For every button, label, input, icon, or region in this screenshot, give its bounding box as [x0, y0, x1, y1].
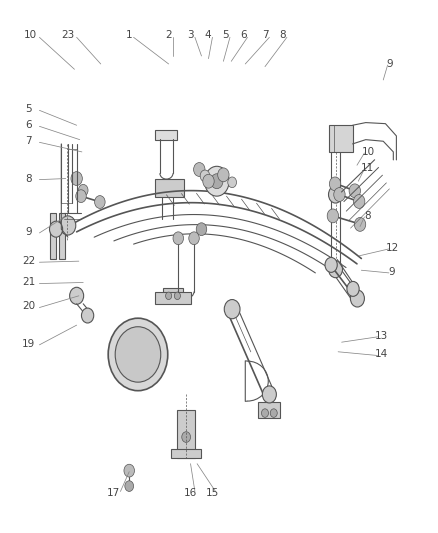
- FancyBboxPatch shape: [163, 288, 183, 303]
- Circle shape: [196, 223, 207, 236]
- Circle shape: [327, 209, 339, 223]
- Circle shape: [228, 177, 237, 188]
- Circle shape: [81, 308, 94, 323]
- Circle shape: [49, 221, 63, 237]
- Circle shape: [194, 163, 205, 176]
- Circle shape: [182, 432, 191, 442]
- Text: 1: 1: [126, 30, 133, 39]
- FancyBboxPatch shape: [258, 402, 280, 418]
- Circle shape: [174, 292, 180, 300]
- Text: 11: 11: [361, 163, 374, 173]
- Text: 20: 20: [22, 302, 35, 311]
- Text: 13: 13: [374, 331, 388, 341]
- Circle shape: [334, 188, 345, 201]
- Circle shape: [115, 327, 161, 382]
- Circle shape: [349, 184, 360, 198]
- Circle shape: [224, 300, 240, 319]
- Text: 5: 5: [25, 104, 32, 114]
- Circle shape: [71, 172, 82, 185]
- Text: 7: 7: [261, 30, 268, 39]
- Circle shape: [347, 281, 359, 296]
- Circle shape: [200, 170, 210, 182]
- Text: 19: 19: [22, 339, 35, 349]
- Circle shape: [125, 481, 134, 491]
- Text: 14: 14: [374, 350, 388, 359]
- Text: 5: 5: [222, 30, 229, 39]
- Text: 17: 17: [107, 488, 120, 498]
- Circle shape: [76, 190, 86, 203]
- Circle shape: [124, 464, 134, 477]
- Circle shape: [261, 409, 268, 417]
- Circle shape: [78, 184, 88, 196]
- Text: 9: 9: [386, 59, 393, 69]
- Circle shape: [353, 195, 365, 208]
- Circle shape: [211, 174, 223, 189]
- Circle shape: [166, 292, 172, 300]
- Circle shape: [95, 196, 105, 208]
- Circle shape: [218, 168, 229, 182]
- Text: 3: 3: [187, 30, 194, 39]
- Circle shape: [60, 216, 76, 235]
- Text: 12: 12: [385, 243, 399, 253]
- Text: 21: 21: [22, 278, 35, 287]
- Circle shape: [329, 177, 341, 191]
- FancyBboxPatch shape: [171, 449, 201, 458]
- Text: 4: 4: [205, 30, 212, 39]
- Text: 8: 8: [364, 211, 371, 221]
- Circle shape: [270, 409, 277, 417]
- FancyBboxPatch shape: [328, 125, 353, 152]
- Text: 23: 23: [61, 30, 74, 39]
- Text: 22: 22: [22, 256, 35, 266]
- Circle shape: [205, 166, 229, 196]
- Text: 15: 15: [206, 488, 219, 498]
- FancyBboxPatch shape: [59, 213, 65, 259]
- Circle shape: [350, 290, 364, 307]
- Text: 8: 8: [25, 174, 32, 183]
- Text: 9: 9: [389, 267, 396, 277]
- Text: 7: 7: [25, 136, 32, 146]
- FancyBboxPatch shape: [155, 292, 191, 304]
- Circle shape: [354, 217, 366, 231]
- Circle shape: [173, 232, 184, 245]
- Text: 10: 10: [24, 30, 37, 39]
- FancyBboxPatch shape: [177, 410, 195, 458]
- Text: 16: 16: [184, 488, 197, 498]
- Circle shape: [203, 174, 214, 188]
- Text: 6: 6: [25, 120, 32, 130]
- Text: 6: 6: [240, 30, 247, 39]
- Text: 8: 8: [279, 30, 286, 39]
- Circle shape: [325, 257, 337, 272]
- Circle shape: [70, 287, 84, 304]
- Text: 10: 10: [361, 147, 374, 157]
- Circle shape: [328, 186, 343, 203]
- Circle shape: [328, 261, 343, 278]
- FancyBboxPatch shape: [155, 130, 177, 140]
- Circle shape: [108, 318, 168, 391]
- Text: 2: 2: [165, 30, 172, 39]
- Circle shape: [189, 232, 199, 245]
- FancyBboxPatch shape: [50, 213, 56, 259]
- FancyBboxPatch shape: [155, 179, 184, 197]
- Text: 9: 9: [25, 227, 32, 237]
- Circle shape: [262, 386, 276, 403]
